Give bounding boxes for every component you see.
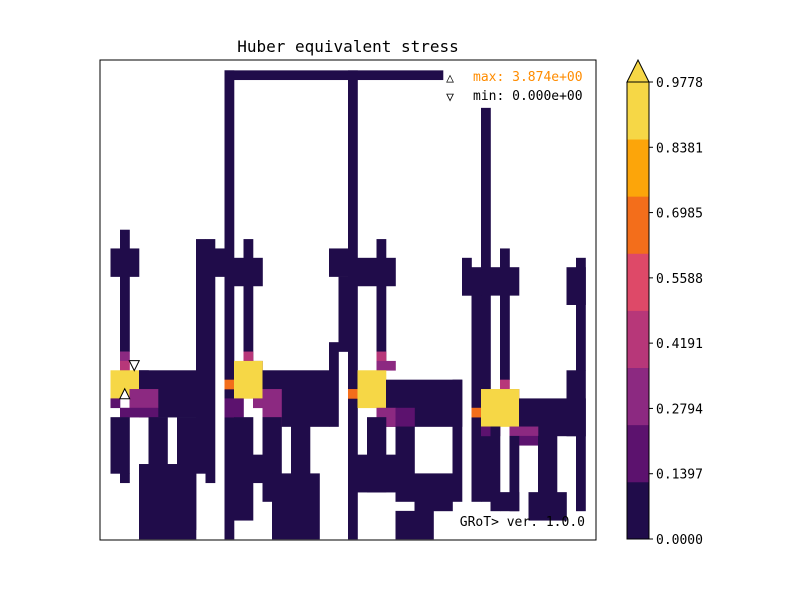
colorbar-segment: [627, 196, 649, 254]
stress-cell-block: [234, 257, 263, 287]
stress-cell-block: [395, 510, 434, 540]
stress-cell-block: [490, 426, 501, 512]
stress-cell-block: [481, 107, 491, 502]
stress-cell-block: [329, 342, 339, 427]
heatmap-cells: [110, 70, 586, 540]
colorbar-segment: [627, 310, 649, 369]
colorbar-tick-label: 0.4191: [656, 337, 703, 352]
stress-cell-block: [348, 70, 358, 540]
stress-cell-block: [414, 473, 453, 512]
stress-cell-block: [224, 398, 244, 418]
stress-cell-block: [576, 435, 586, 512]
min-location-marker: [128, 360, 141, 372]
colorbar-segment: [627, 139, 649, 197]
stress-cell-block: [196, 239, 206, 474]
colorbar-segment: [627, 82, 649, 140]
stress-cell-block: [110, 398, 121, 409]
colorbar-segment: [627, 424, 649, 483]
stress-cell-block: [234, 360, 263, 399]
chart-title: Huber equivalent stress: [237, 37, 459, 56]
stress-cell-block: [129, 389, 159, 409]
stress-cell-block: [471, 407, 482, 418]
stress-cell-block: [272, 473, 320, 540]
stress-cell-block: [196, 248, 225, 277]
colorbar-tick-label: 0.2794: [656, 402, 703, 417]
stress-cell-block: [120, 407, 159, 418]
stress-cell-block: [120, 360, 130, 371]
min-annotation: min: 0.000e+00: [473, 89, 583, 104]
max-annotation: max: 3.874e+00: [473, 70, 583, 85]
colorbar-tick-label: 0.5588: [656, 272, 703, 287]
stress-cell-block: [376, 360, 387, 371]
stress-cell-block: [224, 379, 235, 390]
stress-cell-block: [139, 464, 197, 540]
stress-cell-block: [357, 257, 396, 287]
colorbar-tick-label: 0.9778: [656, 76, 703, 91]
plot-frame: [99, 59, 597, 541]
stress-cell-block: [110, 248, 140, 277]
stress-cell-block: [452, 379, 463, 502]
colorbar-segment: [627, 481, 649, 540]
stress-cell-block: [110, 417, 130, 474]
stress-cell-block: [253, 398, 263, 409]
stress-cell-block: [395, 407, 415, 427]
stress-cell-block: [500, 492, 520, 512]
stress-cell-block: [376, 285, 387, 362]
version-label: GRoT> ver. 1.0.0: [460, 515, 585, 530]
colorbar-tick-label: 0.1397: [656, 468, 703, 483]
stress-cell-block: [462, 267, 491, 296]
colorbar-outline: [626, 82, 650, 540]
colorbar-extend-arrow: [626, 58, 650, 83]
stress-cell-block: [509, 435, 520, 512]
max-location-marker: [118, 387, 131, 400]
stress-cell-block: [224, 70, 235, 540]
colorbar-segment: [627, 367, 649, 426]
stress-cell-block: [120, 229, 130, 352]
extrema-markers: [118, 360, 141, 400]
stress-cell-block: [357, 370, 387, 409]
stress-cell-block: [500, 248, 510, 268]
stress-cell-block: [490, 267, 520, 296]
stress-cell-block: [376, 239, 387, 259]
stress-cell-block: [500, 295, 510, 380]
stress-cell-block: [224, 70, 444, 81]
stress-cell-block: [243, 285, 254, 362]
stress-cell-block: [348, 389, 358, 399]
stress-cell-block: [500, 379, 510, 390]
stress-cell-block: [471, 295, 482, 502]
stress-cell-block: [120, 351, 130, 362]
stress-cell-block: [386, 360, 396, 371]
stress-cell-block: [376, 351, 387, 362]
stress-cell-block: [395, 426, 415, 502]
stress-cell-block: [243, 351, 254, 362]
colorbar-tick-label: 0.0000: [656, 533, 703, 548]
stress-cell-block: [566, 370, 586, 437]
min-marker-icon: ▽: [446, 90, 454, 105]
stress-cell-block: [357, 454, 396, 493]
stress-cell-block: [205, 239, 216, 484]
stress-cell-block: [234, 454, 273, 484]
colorbar: 0.0000 0.1397 0.2794 0.4191 0.5588 0.6985 0.83…: [626, 58, 703, 548]
stress-cell-block: [509, 426, 539, 437]
stress-cell-block: [243, 239, 254, 259]
stress-cell-block: [481, 389, 520, 427]
colorbar-tick-label: 0.8381: [656, 141, 703, 156]
max-marker-icon: △: [446, 71, 454, 86]
colorbar-segment: [627, 253, 649, 311]
stress-cell-block: [519, 435, 539, 446]
stress-cell-block: [329, 248, 349, 277]
stress-cell-block: [576, 257, 586, 371]
stress-cell-block: [338, 276, 349, 352]
stress-cell-block: [528, 492, 567, 521]
stress-cell-block: [120, 473, 130, 484]
colorbar-tick-label: 0.6985: [656, 207, 703, 222]
